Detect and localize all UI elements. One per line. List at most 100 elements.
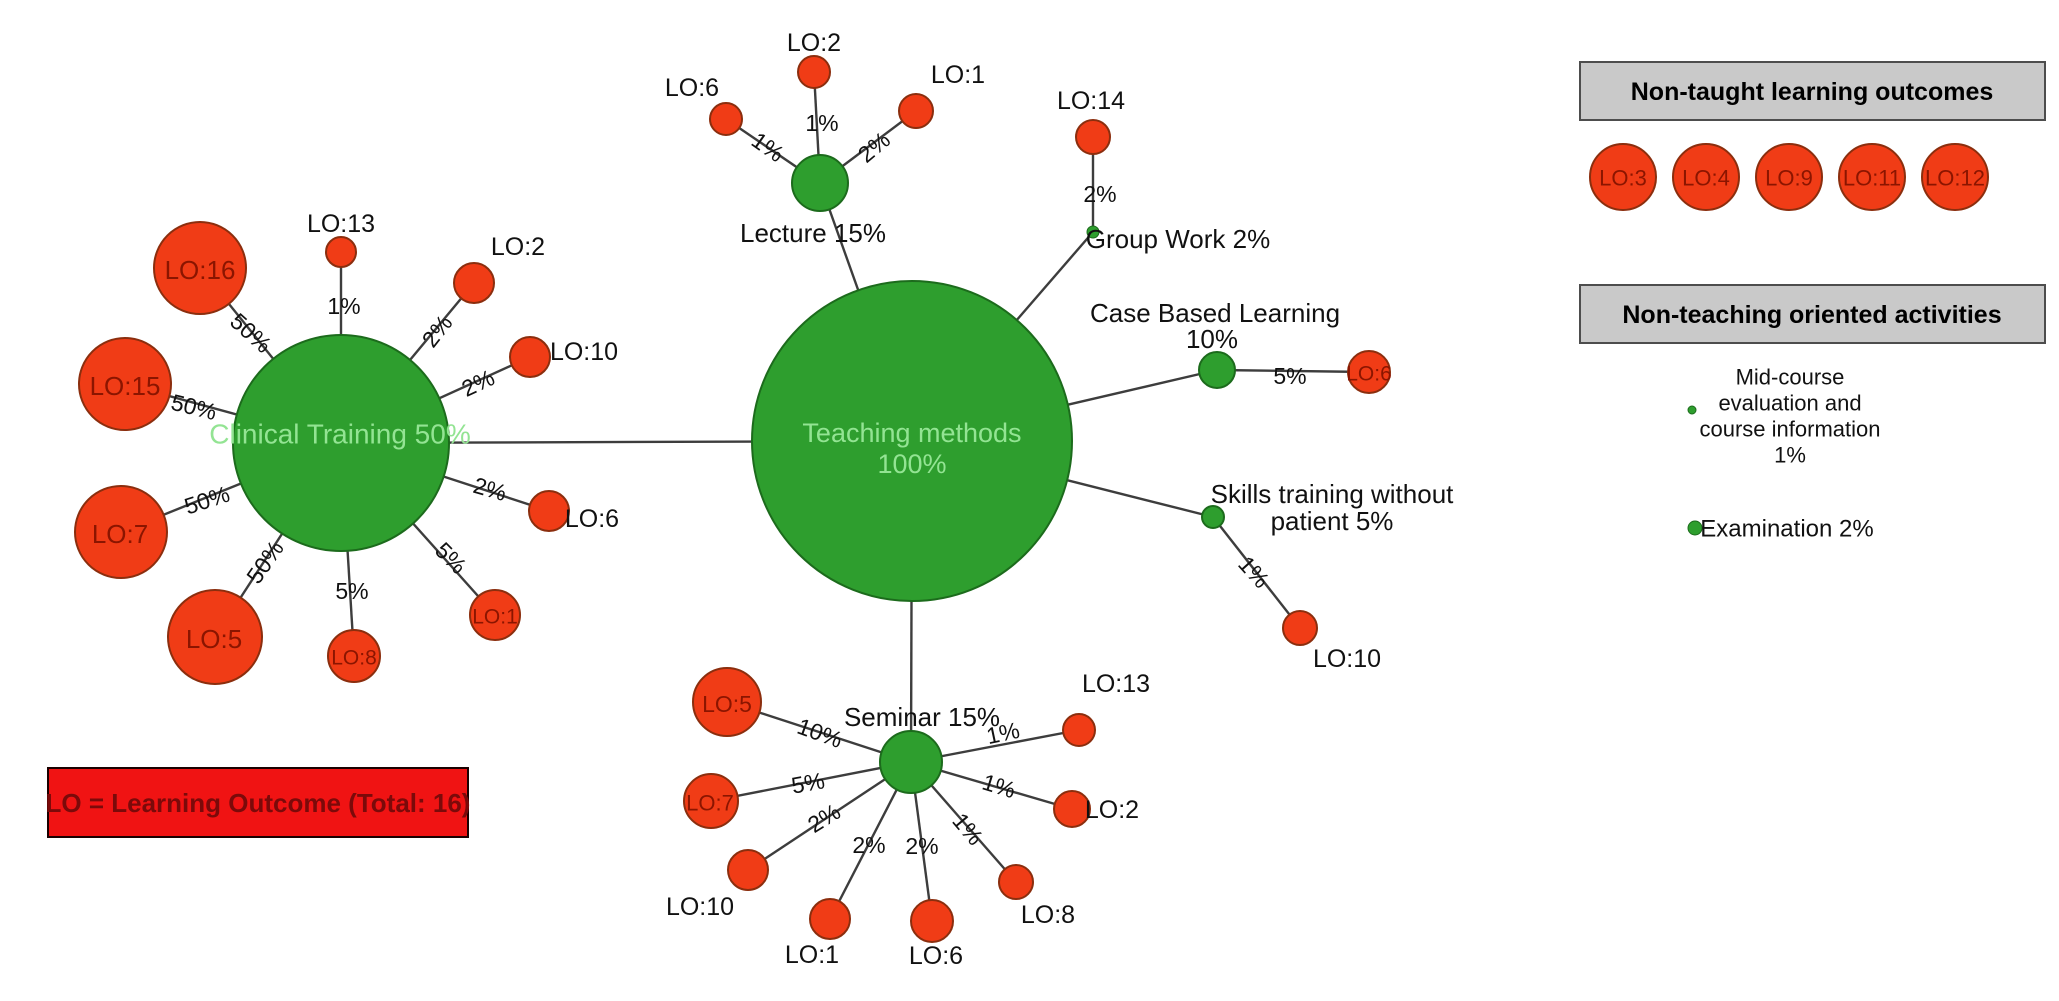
cbl-title-line2: 10% — [1186, 324, 1238, 354]
clinical-lo8-label: LO:8 — [331, 647, 377, 670]
node-clinical-lo2 — [453, 262, 495, 304]
node-skills-training — [1201, 505, 1225, 529]
clinical-lo6-label: LO:6 — [565, 505, 619, 533]
teaching-title-line1: Teaching methods — [802, 418, 1021, 448]
lecture-title: Lecture 15% — [740, 218, 886, 248]
clinical-lo2-label: LO:2 — [491, 233, 545, 261]
node-legend-lo4 — [1672, 143, 1740, 211]
clinical-lo5-label: LO:5 — [186, 624, 242, 654]
seminar-lo8-label: LO:8 — [1021, 901, 1075, 929]
edge-label-cbl-lo6: 5% — [1273, 363, 1306, 389]
edge-cbl-lo6 — [1216, 368, 1370, 374]
edge-label-seminar-lo7: 5% — [789, 767, 826, 798]
node-clinical-lo13 — [325, 236, 357, 268]
node-seminar-lo1 — [809, 898, 851, 940]
node-skills-lo10 — [1282, 610, 1318, 646]
skills-lo10-label: LO:10 — [1313, 645, 1381, 673]
legend-lo11-label: LO:11 — [1843, 166, 1901, 191]
node-seminar-lo6 — [910, 899, 954, 943]
node-seminar-lo8 — [998, 864, 1034, 900]
clinical-lo1-label: LO:1 — [472, 606, 518, 629]
node-midcourse-dot — [1687, 405, 1697, 415]
edge-label-groupwork-lo14: 2% — [1083, 181, 1116, 207]
legend-lo4-label: LO:4 — [1682, 166, 1730, 191]
node-seminar-lo13 — [1062, 713, 1096, 747]
seminar-lo6-label: LO:6 — [909, 942, 963, 970]
node-examination-dot — [1687, 520, 1703, 536]
node-group-work — [1086, 225, 1100, 239]
edge-label-seminar-lo5: 10% — [794, 713, 846, 753]
seminar-lo2-label: LO:2 — [1085, 796, 1139, 824]
midcourse-line3: course information — [1700, 417, 1881, 442]
clinical-lo13-label: LO:13 — [307, 210, 375, 238]
legend-lo12-label: LO:12 — [1925, 166, 1985, 191]
edge-seminar-lo10 — [747, 760, 912, 872]
node-clinical-lo16 — [153, 221, 247, 315]
node-seminar-lo2 — [1053, 790, 1091, 828]
node-cbl-lo6 — [1347, 350, 1391, 394]
groupwork-title: Group Work 2% — [1086, 224, 1270, 254]
node-legend-lo11 — [1838, 143, 1906, 211]
edge-label-seminar-lo10: 2% — [803, 798, 845, 838]
edge-label-seminar-lo1: 2% — [852, 832, 885, 858]
midcourse-line2: evaluation and — [1718, 391, 1861, 416]
edge-label-clinical-lo7: 50% — [181, 481, 233, 520]
node-teaching-methods — [751, 280, 1073, 602]
examination-label: Examination 2% — [1700, 516, 1873, 543]
node-seminar-lo7 — [683, 773, 739, 829]
edge-skills-lo10 — [1212, 516, 1301, 629]
edge-label-lecture-lo6: 1% — [747, 127, 789, 167]
node-clinical-lo6 — [528, 490, 570, 532]
non-teaching-panel — [1579, 284, 2046, 344]
lo14-label: LO:14 — [1057, 87, 1125, 115]
teaching-title-line2: 100% — [877, 449, 946, 479]
node-groupwork-lo14 — [1075, 119, 1111, 155]
skills-title-line1: Skills training without — [1211, 479, 1455, 509]
node-clinical-training — [232, 334, 450, 552]
clinical-lo16-label: LO:16 — [165, 255, 236, 285]
node-lecture-lo1 — [898, 93, 934, 129]
edge-label-clinical-lo10: 2% — [457, 364, 498, 402]
lecture-lo6-label: LO:6 — [665, 74, 719, 102]
node-clinical-lo7 — [74, 485, 168, 579]
seminar-lo7-label: LO:7 — [686, 791, 734, 816]
note-box — [47, 767, 469, 838]
node-clinical-lo5 — [167, 589, 263, 685]
node-lecture-lo2 — [797, 55, 831, 89]
edge-label-clinical-lo16: 50% — [225, 308, 277, 358]
node-clinical-lo15 — [78, 337, 172, 431]
node-lecture — [791, 154, 849, 212]
node-clinical-lo8 — [327, 629, 381, 683]
node-lecture-lo6 — [709, 102, 743, 136]
non-teaching-title: Non-teaching oriented activities — [1622, 301, 2001, 329]
node-case-based-learning — [1198, 351, 1236, 389]
lecture-lo1-label: LO:1 — [931, 61, 985, 89]
edge-label-clinical-lo5: 50% — [241, 536, 289, 589]
node-legend-lo9 — [1755, 143, 1823, 211]
edge-label-clinical-lo6: 2% — [470, 472, 509, 506]
midcourse-line1: Mid-course — [1736, 365, 1845, 390]
node-seminar-lo10 — [727, 849, 769, 891]
node-clinical-lo10 — [509, 336, 551, 378]
legend-lo3-label: LO:3 — [1599, 166, 1647, 191]
seminar-lo1-label: LO:1 — [785, 941, 839, 969]
edge-label-seminar-lo2: 1% — [979, 769, 1018, 804]
node-seminar — [879, 730, 943, 794]
node-seminar-lo5 — [692, 667, 762, 737]
cbl-title-line1: Case Based Learning — [1090, 298, 1340, 328]
cbl-lo6-label: LO:6 — [1346, 363, 1392, 386]
edge-label-clinical-lo8: 5% — [335, 578, 368, 604]
clinical-lo10-label: LO:10 — [550, 338, 618, 366]
edge-seminar-lo7 — [710, 760, 912, 803]
edge-label-clinical-lo1: 5% — [430, 537, 472, 579]
non-taught-title: Non-taught learning outcomes — [1631, 78, 1994, 106]
midcourse-line4: 1% — [1774, 443, 1806, 468]
non-taught-panel — [1579, 61, 2046, 121]
lecture-lo2-label: LO:2 — [787, 29, 841, 57]
legend-lo9-label: LO:9 — [1765, 166, 1813, 191]
clinical-lo15-label: LO:15 — [90, 371, 161, 401]
seminar-lo10-label: LO:10 — [666, 893, 734, 921]
seminar-lo13-label: LO:13 — [1082, 670, 1150, 698]
